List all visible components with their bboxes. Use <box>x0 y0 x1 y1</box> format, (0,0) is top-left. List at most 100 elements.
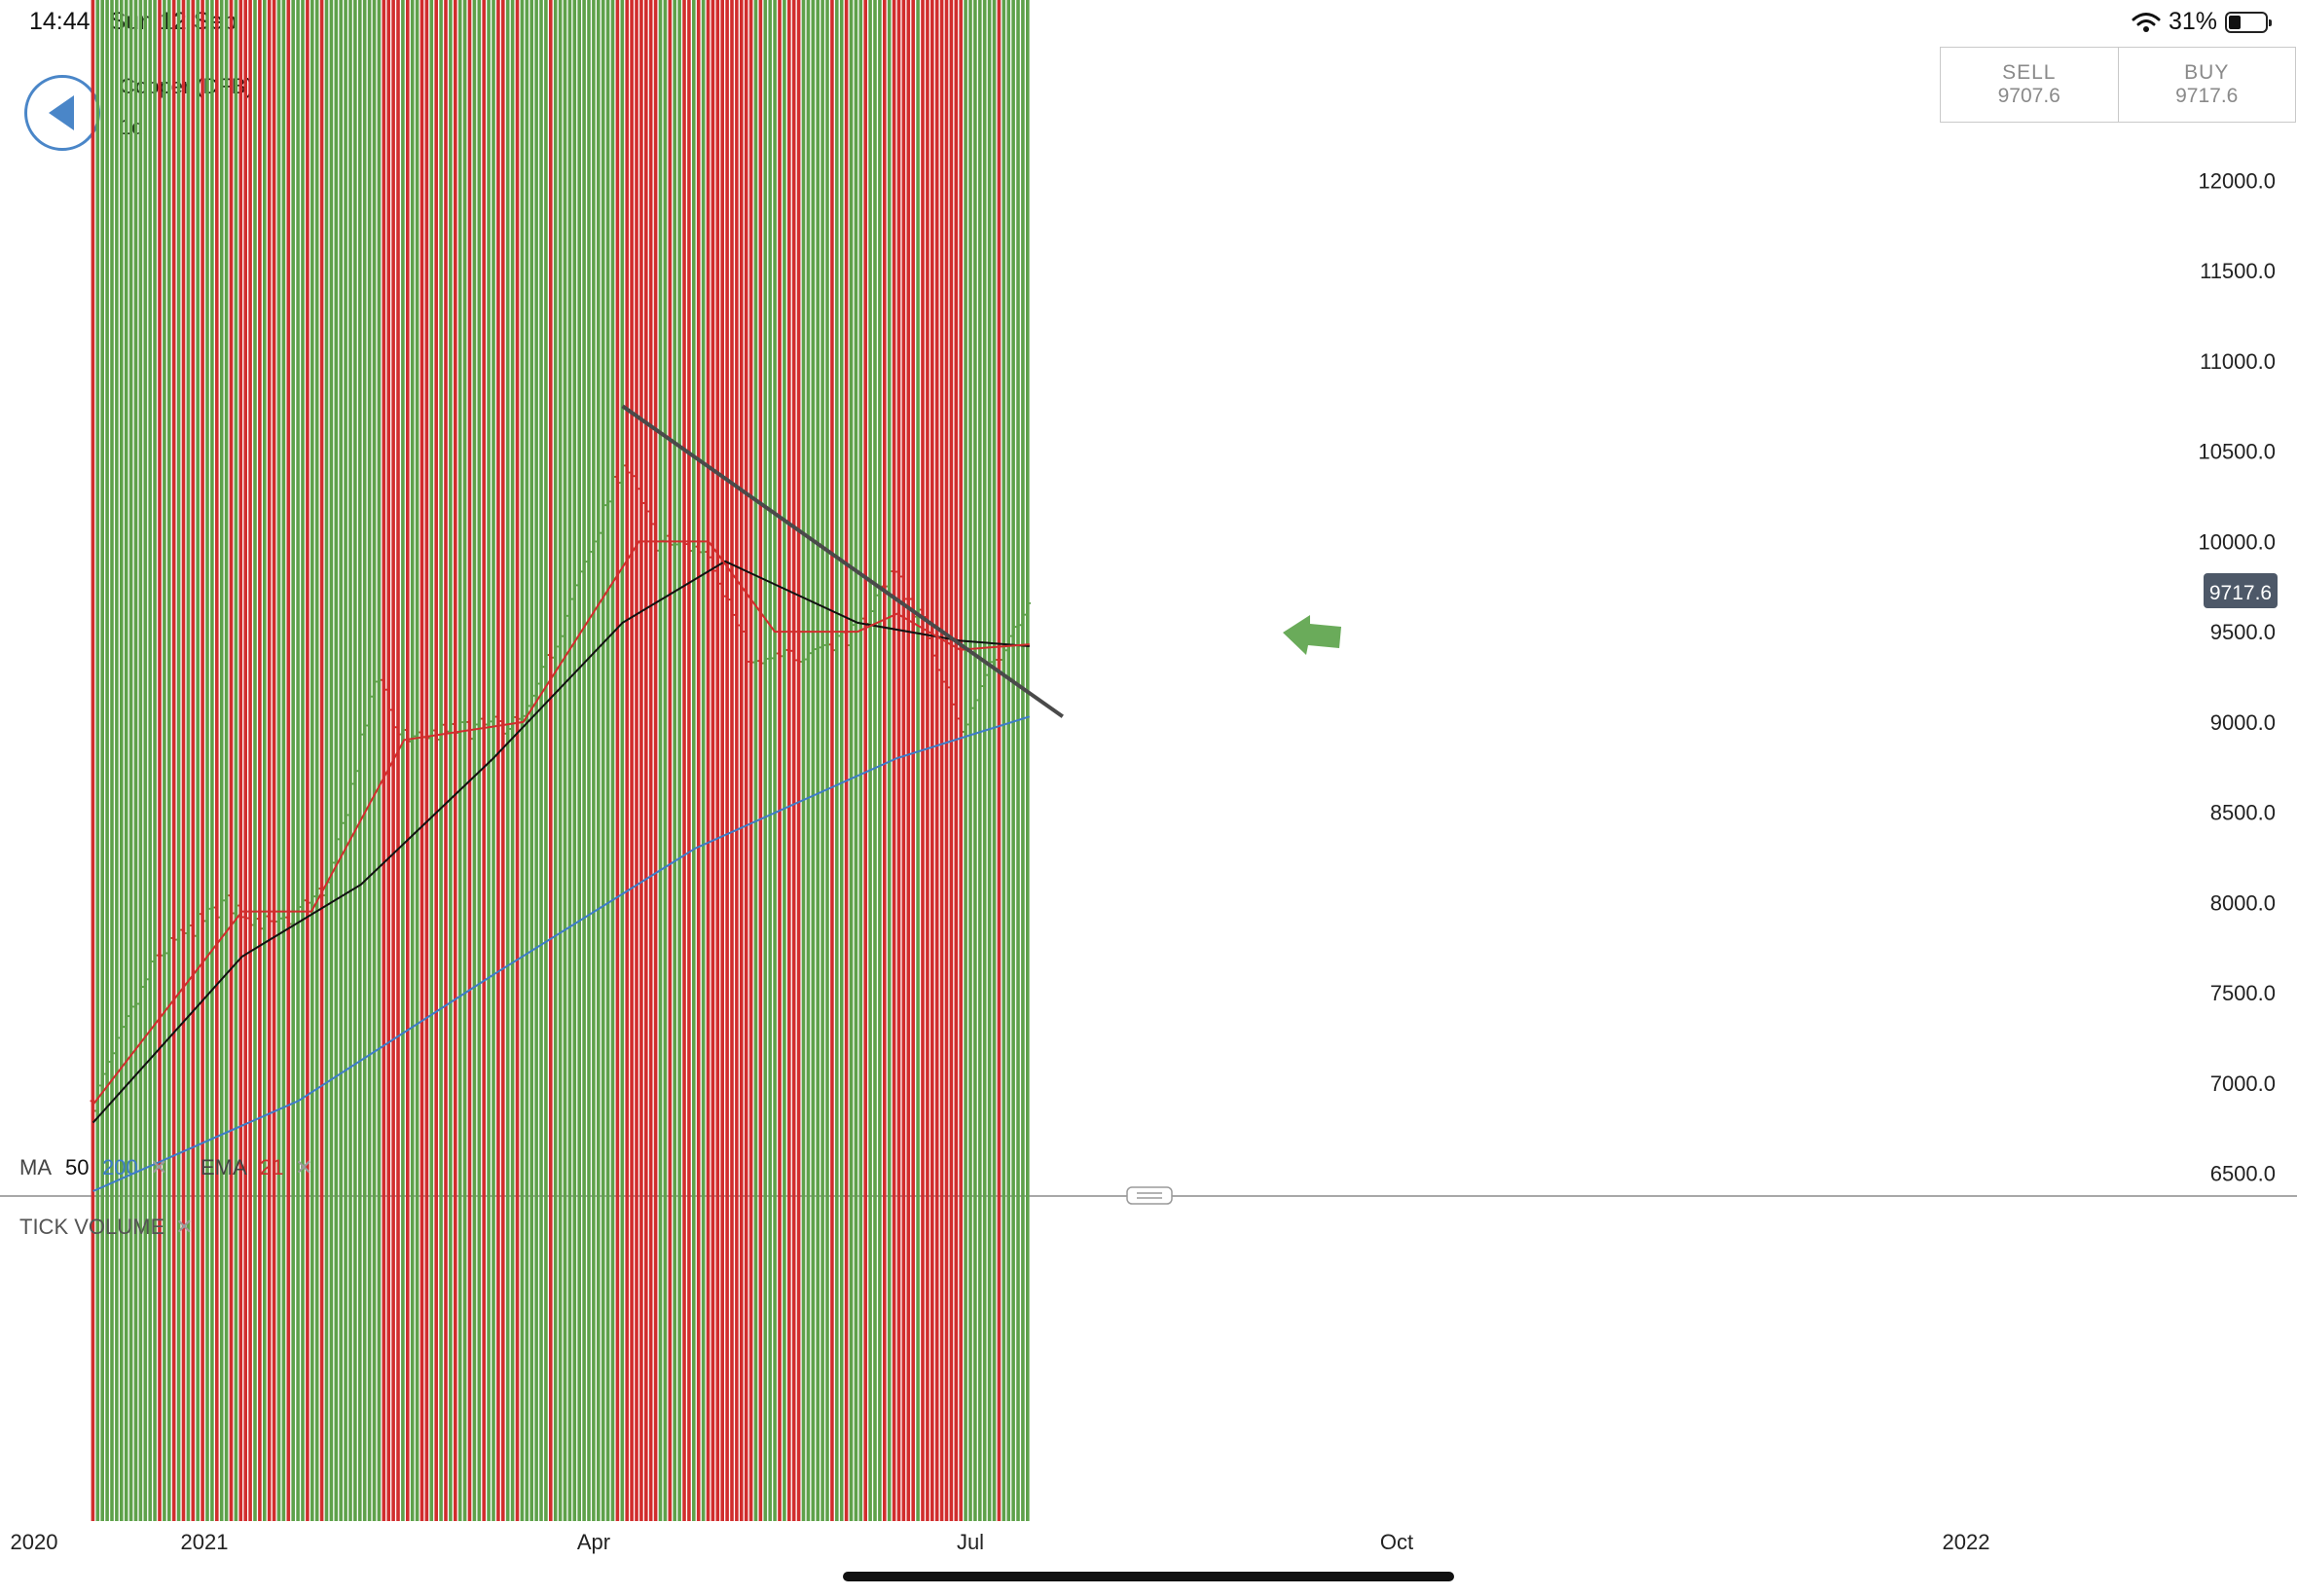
x-axis-label: Oct <box>1380 1530 1413 1554</box>
volume-bar <box>520 0 525 1521</box>
ma-50-legend: 50 <box>65 1155 89 1179</box>
buy-button[interactable]: BUY 9717.6 <box>2117 48 2296 122</box>
volume-bar <box>496 0 500 1521</box>
volume-bar <box>549 0 553 1521</box>
volume-bar <box>982 0 987 1521</box>
volume-bar <box>930 0 934 1521</box>
volume-bar <box>314 0 319 1521</box>
volume-bar <box>763 0 768 1522</box>
volume-bar <box>692 0 696 1521</box>
volume-bar <box>921 0 925 1522</box>
ema-21-legend: 21 <box>260 1155 283 1179</box>
volume-bar <box>525 0 529 1522</box>
volume-bar <box>773 0 777 1521</box>
volume-bar <box>644 0 648 1521</box>
volume-bar <box>610 0 615 1521</box>
annotation-arrow-icon <box>1283 615 1341 655</box>
volume-bar <box>310 0 314 1521</box>
volume-bar <box>238 0 243 1521</box>
volume-bar <box>725 0 729 1521</box>
price-axis-tick-label: 6500.0 <box>2210 1162 2276 1186</box>
volume-bar <box>243 0 247 1522</box>
volume-bar <box>663 0 668 1522</box>
volume-bar <box>620 0 625 1521</box>
volume-bar <box>181 0 186 1521</box>
volume-bar <box>605 0 610 1521</box>
volume-bars <box>91 0 1030 1522</box>
volume-bar <box>148 0 152 1521</box>
volume-bar <box>896 0 901 1521</box>
volume-bar <box>201 0 204 1521</box>
volume-bar <box>482 0 486 1521</box>
volume-bar <box>830 0 834 1521</box>
volume-bar <box>567 0 572 1522</box>
volume-bar <box>467 0 472 1521</box>
volume-bar <box>515 0 520 1521</box>
price-axis-tick-label: 7500.0 <box>2210 981 2276 1005</box>
battery-percent: 31% <box>2168 8 2217 35</box>
remove-ema-icon[interactable]: ✕ <box>295 1155 312 1179</box>
volume-bar <box>153 0 157 1521</box>
volume-bar <box>753 0 758 1521</box>
volume-bar <box>176 0 181 1521</box>
volume-bar <box>286 0 291 1522</box>
home-indicator[interactable] <box>843 1572 1454 1581</box>
buy-label: BUY <box>2184 61 2230 84</box>
sell-price: 9707.6 <box>1997 85 2060 107</box>
battery-icon <box>2225 11 2272 33</box>
volume-bar <box>296 0 300 1521</box>
volume-bar <box>706 0 711 1521</box>
volume-bar <box>625 0 629 1521</box>
volume-bar <box>272 0 276 1521</box>
volume-bar <box>454 0 457 1521</box>
ema-21-line <box>91 540 1030 1106</box>
volume-bar <box>597 0 601 1521</box>
volume-bar <box>630 0 634 1521</box>
volume-bar <box>439 0 443 1522</box>
volume-bar <box>358 0 362 1521</box>
volume-bar <box>424 0 429 1521</box>
volume-bar <box>449 0 453 1521</box>
volume-bar <box>253 0 257 1521</box>
volume-bar <box>906 0 911 1521</box>
volume-bar <box>133 0 138 1522</box>
volume-bar <box>215 0 219 1521</box>
volume-bar <box>783 0 786 1521</box>
volume-bar <box>362 0 367 1521</box>
ma-legend-label: MA <box>19 1155 52 1179</box>
volume-bar <box>878 0 882 1521</box>
volume-bar <box>382 0 386 1521</box>
volume-bar <box>825 0 829 1521</box>
volume-bar <box>934 0 939 1521</box>
volume-bar <box>306 0 310 1521</box>
volume-bar <box>735 0 739 1522</box>
buy-price: 9717.6 <box>2175 85 2239 107</box>
volume-bar <box>128 0 133 1521</box>
volume-bar <box>472 0 477 1521</box>
volume-bar <box>553 0 558 1521</box>
volume-bar <box>100 0 104 1521</box>
sell-label: SELL <box>2002 61 2057 84</box>
volume-bar <box>615 0 620 1522</box>
volume-bar <box>926 0 930 1521</box>
price-axis-tick-label: 10000.0 <box>2198 529 2276 554</box>
remove-volume-icon[interactable]: ✕ <box>175 1215 193 1239</box>
volume-bar <box>396 0 400 1521</box>
volume-bar <box>319 0 324 1522</box>
volume-bar <box>949 0 954 1522</box>
volume-bar <box>791 0 796 1521</box>
volume-bar <box>477 0 482 1521</box>
volume-bar <box>748 0 753 1521</box>
volume-bar <box>444 0 448 1521</box>
pane-resize-handle <box>1126 1186 1173 1205</box>
status-time: 14:44 <box>29 8 91 35</box>
volume-bar <box>1011 0 1015 1521</box>
volume-bar <box>105 0 109 1521</box>
volume-bar <box>744 0 748 1522</box>
volume-bar <box>186 0 191 1521</box>
remove-ma-icon[interactable]: ✕ <box>150 1155 167 1179</box>
volume-bar <box>367 0 372 1521</box>
sell-button[interactable]: SELL 9707.6 <box>1941 48 2118 122</box>
volume-bar <box>572 0 577 1521</box>
